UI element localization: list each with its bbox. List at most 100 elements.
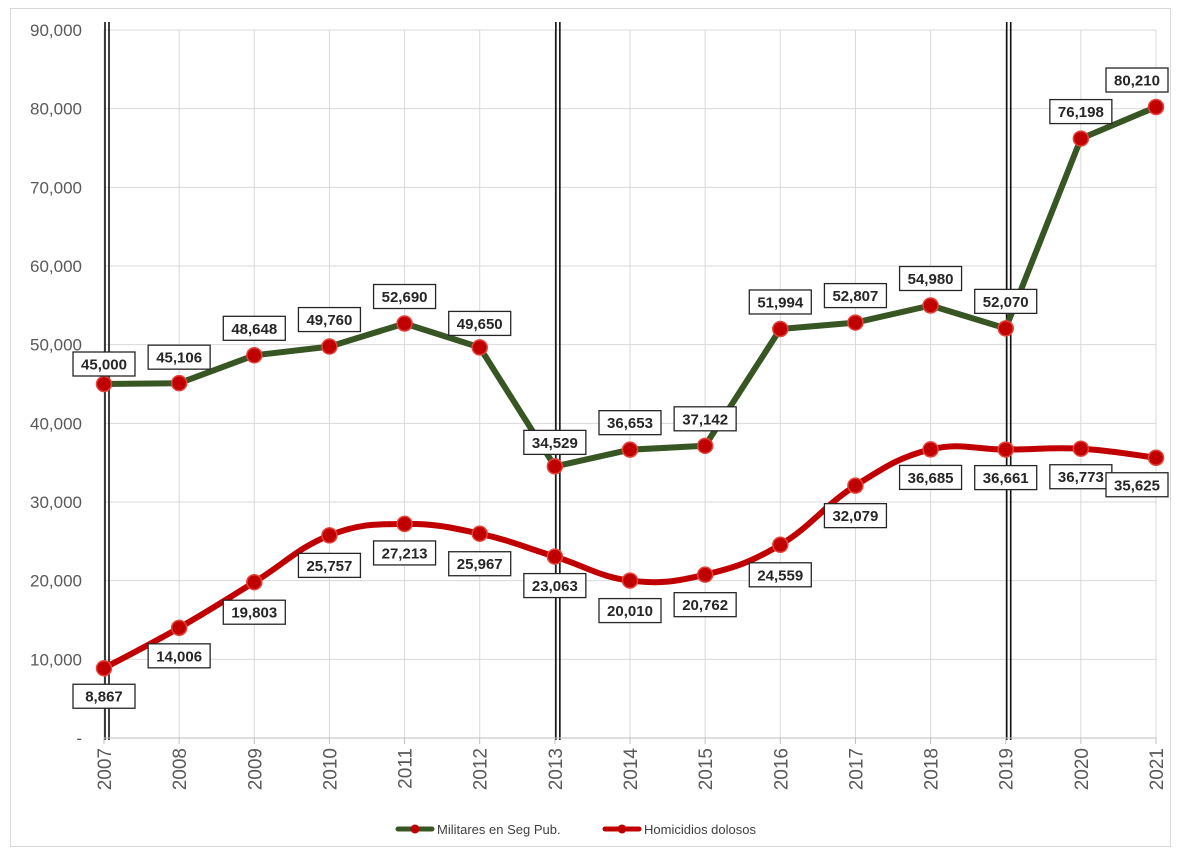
- data-point: [696, 437, 714, 455]
- svg-text:35,625: 35,625: [1114, 477, 1160, 494]
- x-tick-label: 2014: [621, 748, 642, 791]
- data-label: 25,967: [448, 551, 512, 577]
- gridlines: [103, 29, 1157, 738]
- svg-text:52,070: 52,070: [983, 294, 1029, 311]
- chart-frame: [10, 8, 1171, 847]
- data-label: 36,661: [974, 464, 1038, 491]
- x-tick-label: 2017: [846, 748, 867, 790]
- y-axis: - 10,000 20,000 30,000 40,000 50,000 60,000 70,…: [30, 21, 82, 748]
- data-labels: 45,000 45,106 48,648 49,760 52,690 49,650 34,5…: [72, 67, 1169, 709]
- y-tick-label: 90,000: [30, 21, 82, 40]
- data-label: 36,653: [598, 410, 662, 436]
- data-label: 54,980: [898, 265, 963, 292]
- svg-text:14,006: 14,006: [156, 648, 202, 665]
- x-tick-label: 2019: [997, 748, 1018, 790]
- data-point: [1072, 130, 1090, 147]
- data-point: [546, 548, 564, 565]
- data-point: [997, 441, 1014, 458]
- y-tick-label: 10,000: [30, 650, 82, 669]
- y-tick-label: -: [76, 729, 82, 748]
- svg-text:19,803: 19,803: [231, 605, 277, 622]
- data-point: [922, 441, 939, 458]
- data-point: [396, 315, 413, 332]
- data-point: [621, 572, 639, 589]
- data-label: 36,685: [898, 464, 963, 491]
- data-label: 76,198: [1049, 98, 1113, 125]
- data-point: [396, 515, 413, 533]
- data-label: 52,070: [974, 288, 1038, 315]
- data-point: [621, 441, 639, 458]
- svg-text:24,559: 24,559: [757, 567, 803, 584]
- data-label: 14,006: [147, 643, 211, 669]
- vertical-marker-line: [555, 22, 561, 740]
- legend-marker: [617, 824, 627, 834]
- legend-label: Militares en Seg Pub.: [437, 822, 561, 837]
- svg-text:51,994: 51,994: [757, 294, 804, 311]
- x-tick-label: 2012: [471, 748, 492, 790]
- data-label: 37,142: [673, 406, 737, 432]
- data-point: [546, 458, 564, 475]
- svg-text:25,757: 25,757: [306, 558, 352, 575]
- y-tick-label: 50,000: [30, 336, 82, 355]
- data-point: [772, 320, 789, 338]
- data-label: 49,650: [448, 310, 512, 337]
- data-point: [471, 525, 488, 542]
- svg-text:48,648: 48,648: [231, 321, 277, 338]
- data-label: 20,010: [598, 597, 662, 624]
- svg-text:37,142: 37,142: [682, 411, 728, 428]
- data-point: [170, 619, 188, 637]
- svg-text:54,980: 54,980: [908, 271, 954, 288]
- svg-text:34,529: 34,529: [532, 435, 578, 452]
- y-tick-label: 40,000: [30, 414, 82, 433]
- data-point: [1147, 98, 1165, 116]
- data-point: [922, 297, 939, 314]
- svg-text:45,000: 45,000: [81, 357, 127, 374]
- data-label: 80,210: [1105, 67, 1169, 93]
- legend-item-1: Militares en Seg Pub.: [395, 822, 561, 837]
- data-label: 20,762: [673, 592, 737, 618]
- data-label: 24,559: [748, 562, 812, 588]
- data-label: 27,213: [372, 540, 437, 566]
- y-tick-label: 20,000: [30, 572, 82, 591]
- svg-text:20,762: 20,762: [682, 597, 728, 614]
- svg-text:36,653: 36,653: [607, 415, 653, 432]
- data-label: 36,773: [1049, 464, 1113, 490]
- svg-text:49,760: 49,760: [306, 312, 352, 329]
- svg-text:32,079: 32,079: [832, 508, 878, 525]
- data-label: 51,994: [748, 289, 812, 315]
- data-point: [997, 320, 1014, 337]
- svg-text:76,198: 76,198: [1058, 104, 1104, 121]
- x-tick-label: 2007: [95, 748, 116, 790]
- svg-text:45,106: 45,106: [156, 350, 202, 367]
- svg-text:52,690: 52,690: [382, 289, 428, 306]
- svg-text:49,650: 49,650: [457, 316, 503, 333]
- data-point: [321, 338, 338, 355]
- x-tick-label: 2010: [320, 748, 341, 790]
- data-point: [1072, 440, 1090, 457]
- data-point: [95, 659, 113, 677]
- data-label: 23,063: [523, 572, 587, 599]
- x-tick-label: 2016: [771, 748, 792, 790]
- x-tick-label: 2018: [922, 748, 943, 790]
- svg-text:8,867: 8,867: [85, 689, 123, 706]
- legend: Militares en Seg Pub. Homicidios dolosos: [395, 822, 756, 837]
- data-point: [847, 314, 864, 331]
- data-point: [246, 573, 263, 591]
- y-tick-label: 70,000: [30, 178, 82, 197]
- x-tick-label: 2009: [245, 748, 266, 790]
- data-label: 52,690: [372, 283, 437, 310]
- data-label: 49,760: [297, 306, 362, 333]
- x-tick-label: 2011: [396, 748, 417, 789]
- data-label: 25,757: [297, 552, 362, 579]
- svg-text:25,967: 25,967: [457, 556, 503, 573]
- data-label: 19,803: [222, 599, 286, 625]
- svg-text:23,063: 23,063: [532, 578, 578, 595]
- data-point: [772, 536, 789, 554]
- data-point: [170, 374, 188, 392]
- y-tick-label: 80,000: [30, 100, 82, 119]
- data-point: [246, 347, 263, 364]
- y-tick-label: 30,000: [30, 493, 82, 512]
- data-label: 45,000: [72, 351, 136, 377]
- data-point: [847, 477, 864, 494]
- svg-text:27,213: 27,213: [382, 545, 428, 562]
